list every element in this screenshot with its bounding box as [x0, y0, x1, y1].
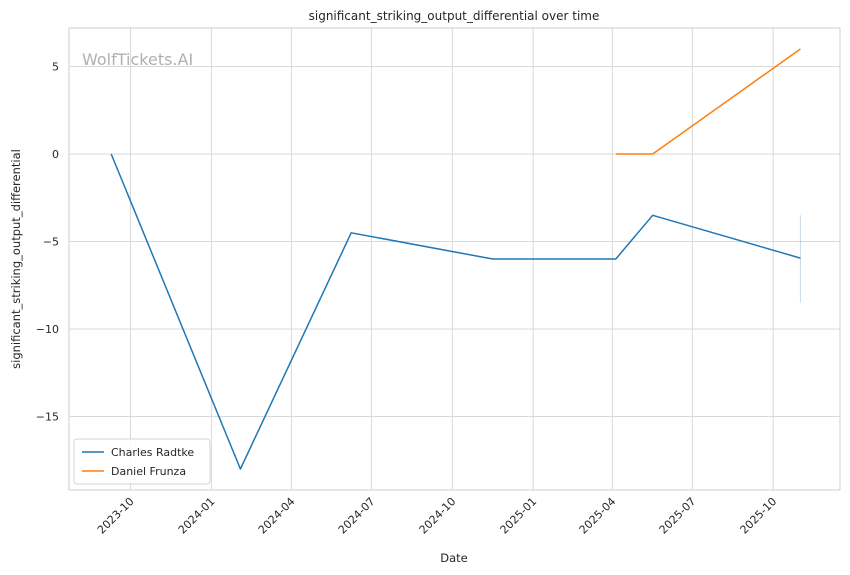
x-axis-label: Date: [440, 551, 468, 565]
legend-label-charles-radtke: Charles Radtke: [111, 446, 194, 459]
y-gridlines: [69, 66, 840, 417]
x-tick-label: 2025-04: [577, 495, 619, 537]
x-tick-label: 2023-10: [95, 495, 137, 537]
x-tick-labels: 2023-10 2024-01 2024-04 2024-07 2024-10 2025-…: [95, 495, 779, 537]
x-tick-label: 2025-07: [657, 495, 699, 537]
x-tick-label: 2024-04: [256, 495, 298, 537]
x-tick-label: 2024-10: [417, 495, 459, 537]
y-tick-label: −5: [43, 236, 59, 249]
chart-title: significant_striking_output_differential…: [309, 9, 600, 23]
series-line-charles-radtke: [110, 153, 801, 470]
watermark: WolfTickets.AI: [82, 50, 193, 69]
legend: Charles Radtke Daniel Frunza: [73, 438, 211, 485]
legend-label-daniel-frunza: Daniel Frunza: [111, 465, 186, 478]
series-line-daniel-frunza: [615, 48, 801, 155]
y-tick-label: 0: [52, 148, 59, 161]
x-tick-label: 2025-10: [738, 495, 780, 537]
y-tick-labels: 5 0 −5 −10 −15: [36, 61, 59, 424]
legend-box: [73, 438, 211, 485]
y-axis-label: significant_striking_output_differential: [9, 149, 23, 369]
plot-area: [68, 27, 841, 491]
series-lines: [110, 48, 801, 470]
y-tick-label: −15: [36, 411, 59, 424]
x-tick-label: 2024-07: [336, 495, 378, 537]
y-tick-label: −10: [36, 323, 59, 336]
x-tick-label: 2025-01: [498, 495, 540, 537]
x-tick-label: 2024-01: [176, 495, 218, 537]
y-tick-label: 5: [52, 61, 59, 74]
